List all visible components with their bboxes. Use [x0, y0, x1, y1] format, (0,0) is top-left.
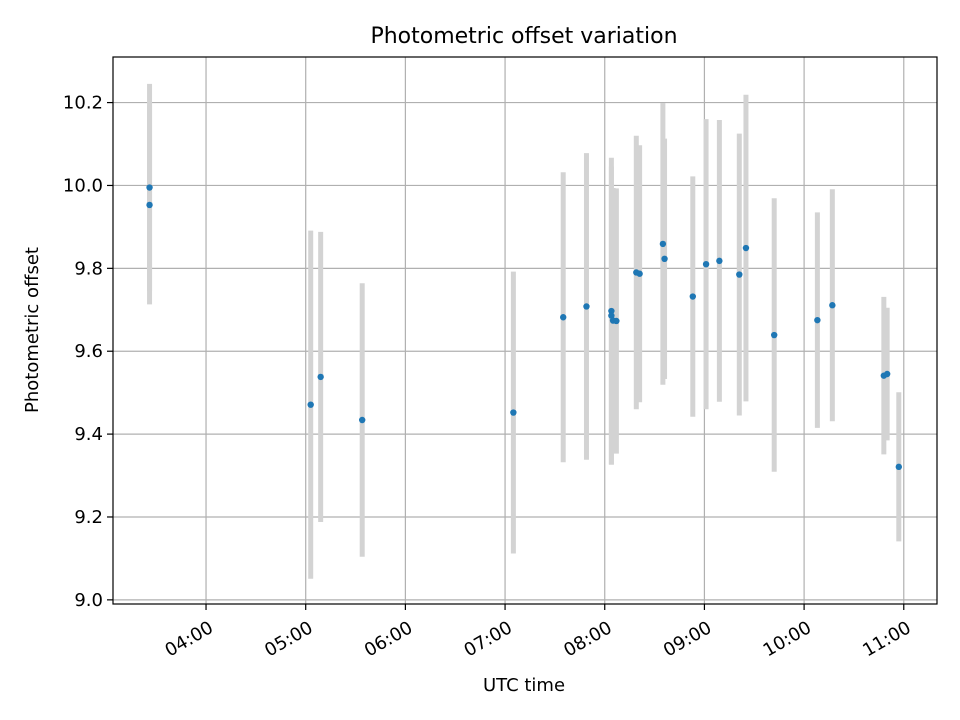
data-point: [608, 307, 615, 315]
y-tick-label: 10.0: [63, 175, 103, 196]
x-tick-label: 10:00: [760, 617, 815, 661]
x-tick-label: 09:00: [660, 617, 715, 661]
data-point: [770, 331, 778, 339]
data-point: [895, 463, 902, 471]
data-point: [814, 316, 821, 324]
data-point: [702, 260, 710, 268]
x-tick-label: 05:00: [261, 617, 316, 661]
x-tick-label: 07:00: [461, 617, 516, 661]
error-bars: [147, 83, 902, 579]
x-tick-label: 08:00: [560, 617, 615, 661]
x-tick-label: 11:00: [859, 617, 914, 661]
data-point: [146, 184, 153, 191]
plot-frame: [112, 56, 938, 605]
x-axis-ticks: 04:00 05:00 06:00 07:00 08:00 09:00 10:00 11:00: [162, 604, 915, 661]
data-point: [716, 257, 723, 265]
data-point: [317, 373, 324, 381]
data-point: [736, 271, 743, 278]
data-point: [510, 409, 517, 416]
x-tick-label: 04:00: [162, 617, 217, 661]
data-point: [613, 317, 620, 325]
data-points: [146, 184, 902, 471]
data-point: [146, 201, 153, 209]
y-tick-label: 9.8: [74, 258, 103, 279]
y-tick-label: 9.2: [74, 507, 103, 528]
y-axis-label: Photometric offset: [22, 247, 43, 413]
data-point: [829, 302, 836, 309]
y-tick-label: 9.0: [74, 590, 103, 611]
data-point: [358, 416, 366, 424]
x-tick-label: 06:00: [361, 617, 416, 661]
y-tick-label: 9.4: [74, 424, 103, 445]
data-point: [659, 240, 667, 248]
data-point: [742, 244, 750, 252]
data-point: [608, 312, 615, 319]
data-point: [883, 370, 891, 378]
data-point: [583, 303, 590, 310]
grid: [113, 57, 937, 604]
y-axis-ticks: 9.0 9.2 9.4 9.6 9.8 10.0 10.2: [63, 93, 113, 611]
data-point: [689, 293, 696, 300]
data-point: [636, 270, 643, 277]
chart-title: Photometric offset variation: [370, 24, 677, 49]
y-tick-label: 9.6: [74, 341, 103, 362]
y-tick-label: 10.2: [63, 93, 103, 114]
data-point: [307, 401, 314, 408]
data-point: [661, 255, 668, 263]
x-axis-label: UTC time: [483, 675, 565, 696]
data-point: [560, 314, 567, 321]
